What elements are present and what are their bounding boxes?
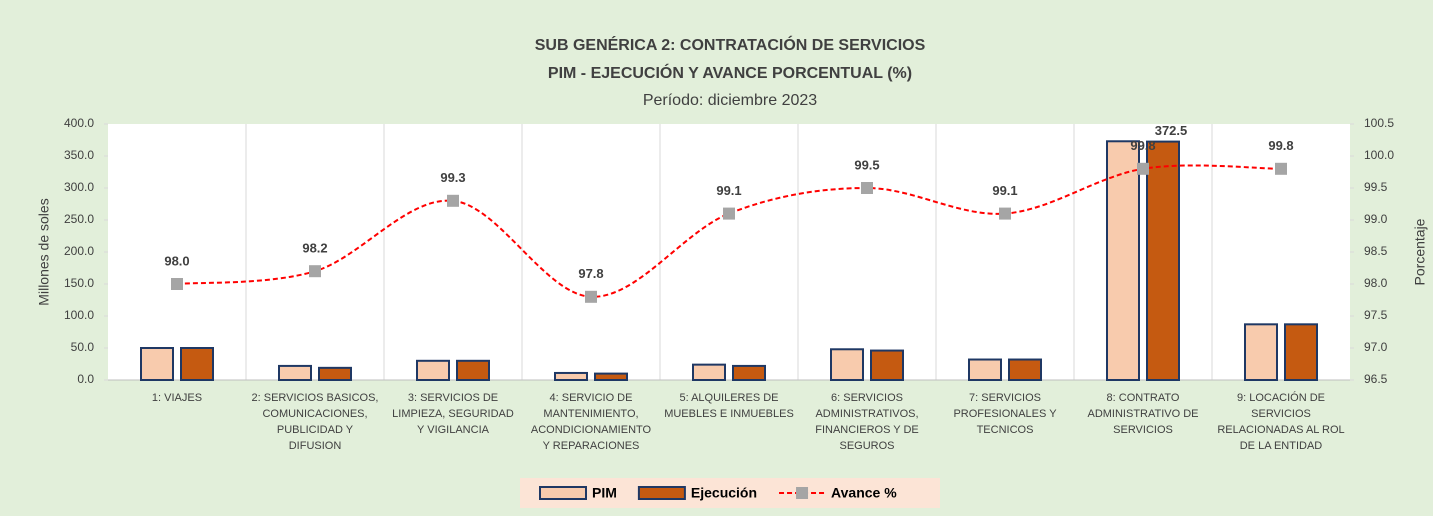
x-tick-label: 5: ALQUILERES DE MUEBLES E INMUEBLES: [664, 392, 794, 420]
chart-subtitle: PIM - EJECUCIÓN Y AVANCE PORCENTUAL (%): [548, 63, 912, 82]
chart-period: Período: diciembre 2023: [643, 92, 817, 109]
data-label: 99.8: [1130, 138, 1155, 153]
x-tick-label: 4: SERVICIO DE MANTENIMIENTO, ACONDICIONAM…: [531, 392, 652, 452]
y-tick-label: 0.0: [77, 372, 94, 386]
marker: [585, 290, 597, 303]
y-tick-label: 300.0: [64, 180, 94, 194]
bar: [830, 348, 864, 381]
y-tick-label: 150.0: [64, 276, 94, 290]
y2-tick-label: 100.0: [1364, 148, 1394, 162]
y-tick-label: 250.0: [64, 212, 94, 226]
x-tick-label: 3: SERVICIOS DE LIMPIEZA, SEGURIDAD Y VIGI…: [392, 392, 514, 436]
legend-swatch: [637, 486, 686, 500]
bar: [140, 347, 174, 381]
x-tick-label: 1: VIAJES: [152, 392, 202, 404]
bar: [594, 372, 628, 382]
data-label: 372.5: [1155, 123, 1188, 138]
y-tick-label: 400.0: [64, 116, 94, 130]
data-label: 97.8: [578, 266, 603, 281]
bar: [416, 359, 450, 381]
bar: [1284, 323, 1318, 382]
bar: [554, 371, 588, 381]
bar: [278, 364, 312, 382]
y-tick-label: 200.0: [64, 244, 94, 258]
y2-tick-label: 98.0: [1364, 276, 1388, 290]
bar: [456, 359, 490, 381]
marker: [447, 194, 459, 207]
legend-marker: [796, 487, 809, 499]
marker: [309, 265, 321, 278]
marker: [861, 182, 873, 194]
data-label: 99.5: [854, 157, 879, 172]
legend-label: Ejecución: [691, 485, 757, 501]
x-tick-label: 8: CONTRATO ADMINISTRATIVO DE SERVICIOS: [1087, 392, 1198, 436]
y2-tick-label: 99.0: [1364, 212, 1388, 226]
y2-tick-label: 96.5: [1364, 372, 1388, 386]
y-axis-label: Millones de soles: [36, 198, 52, 305]
y-tick-label: 50.0: [71, 340, 95, 354]
y2-tick-label: 99.5: [1364, 180, 1388, 194]
bar: [180, 347, 214, 381]
bar: [1146, 140, 1180, 381]
legend-box: [520, 478, 940, 508]
data-label: 98.0: [164, 253, 189, 268]
legend-swatch: [539, 486, 587, 500]
chart-title: SUB GENÉRICA 2: CONTRATACIÓN DE SERVICIO…: [535, 35, 926, 54]
marker: [723, 207, 735, 220]
data-label: 99.1: [716, 183, 741, 198]
x-tick-label: 6: SERVICIOS ADMINISTRATIVOS, FINANCIEROS …: [815, 392, 919, 452]
bar: [318, 366, 352, 381]
data-label: 98.2: [302, 241, 327, 256]
x-tick-label: 2: SERVICIOS BASICOS, COMUNICACIONES, PUBL…: [252, 392, 379, 452]
marker: [1275, 162, 1287, 175]
y2-tick-label: 97.0: [1364, 340, 1388, 354]
bar: [1008, 358, 1042, 381]
x-tick-label: 7: SERVICIOS PROFESIONALES Y TECNICOS: [953, 392, 1057, 436]
bar: [870, 349, 904, 381]
marker: [999, 207, 1011, 220]
bar: [1244, 323, 1278, 382]
marker: [171, 278, 183, 290]
data-label: 99.3: [440, 170, 465, 185]
y-tick-label: 100.0: [64, 308, 94, 322]
y2-tick-label: 98.5: [1364, 244, 1388, 258]
marker: [1137, 162, 1149, 175]
x-tick-label: 9: LOCACIÓN DE SERVICIOS RELACIONADAS AL R…: [1217, 391, 1344, 452]
line: [176, 164, 1282, 298]
data-label: 99.8: [1268, 138, 1293, 153]
y-tick-label: 350.0: [64, 148, 94, 162]
data-label: 99.1: [992, 183, 1017, 198]
bar: [692, 363, 726, 382]
y2-axis-label: Porcentaje: [1412, 218, 1428, 285]
legend-label: PIM: [592, 485, 617, 501]
y2-tick-label: 100.5: [1364, 116, 1394, 130]
legend-label: Avance %: [831, 485, 897, 501]
bar: [1106, 140, 1140, 381]
y2-tick-label: 97.5: [1364, 308, 1388, 322]
bar: [732, 364, 766, 382]
bar: [968, 358, 1002, 381]
